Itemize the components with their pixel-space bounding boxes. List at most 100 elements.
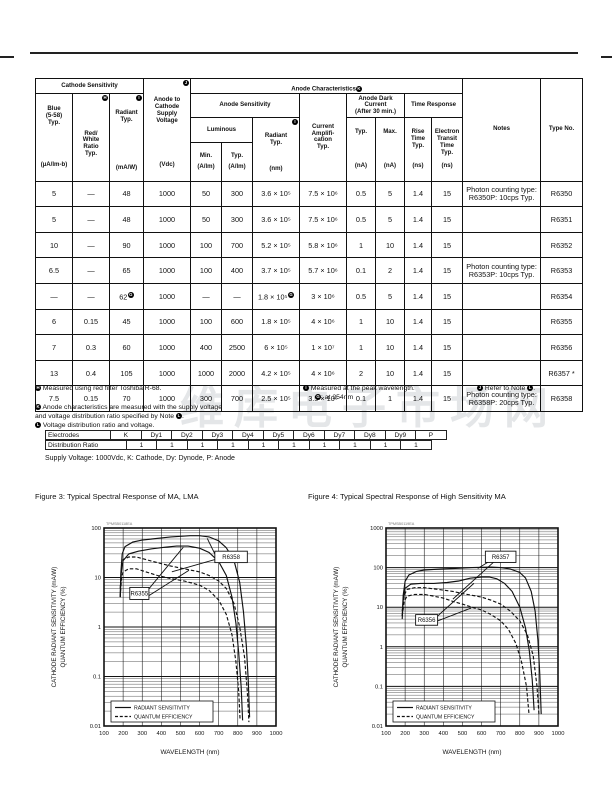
chart-code: TPMSB0119EA	[388, 522, 415, 526]
spec-cell: 1.4	[404, 308, 432, 336]
svg-text:10: 10	[377, 605, 383, 611]
header-anode-characteristics-label: Anode Characteristics	[291, 85, 356, 93]
spec-cell: 1	[346, 231, 376, 259]
spec-row: 5—48 1000 50 300 3.6 × 10⁵ 7.5 × 10⁶ 0.5 5 1.4 15…	[35, 180, 584, 208]
header-red-white: H Red/ White Ratio Typ.	[72, 93, 110, 182]
spec-cell: 1	[346, 334, 376, 361]
spec-cell: 15	[430, 206, 464, 233]
curve-label-box	[129, 586, 150, 600]
spec-cell: 4 × 10⁶	[299, 359, 347, 387]
spec-cell: 1.4	[404, 385, 432, 413]
note-marker: K	[35, 404, 41, 411]
y-axis-label: QUANTUM EFFICIENCY (%)	[342, 586, 349, 667]
note-marker-j: J	[183, 79, 189, 86]
spec-cell: 4 × 10⁶	[299, 308, 347, 336]
svg-text:100: 100	[381, 731, 391, 737]
spec-cell: 100	[190, 257, 222, 285]
legend-radiant-sensitivity: RADIANT SENSITIVITY	[134, 706, 190, 712]
svg-text:700: 700	[496, 731, 506, 737]
svg-text:1: 1	[380, 645, 383, 651]
spec-cell: 15	[430, 308, 464, 336]
svg-text:1000: 1000	[270, 731, 283, 737]
spec-cell: 2	[375, 257, 405, 285]
spec-row: — —62 G 1000— —1.8 × 10⁵ G 3 × 10⁶ 0.5 5 1.4 15 R63…	[35, 283, 584, 310]
header-cathode-sensitivity: Cathode Sensitivity	[35, 77, 144, 95]
header-radiant-anode: I Radiant Typ. (nm)	[252, 117, 300, 182]
note-marker: L	[175, 413, 182, 420]
note-marker: L	[527, 385, 534, 392]
header-transit-label: Electron Transit Time Typ.	[434, 128, 460, 156]
spec-cell: 100	[190, 308, 222, 336]
series-r6358-quantum-efficiency	[119, 556, 250, 723]
svg-text:500: 500	[458, 731, 468, 737]
curve-label: R6357	[492, 555, 510, 561]
electrode-cell: K	[110, 430, 142, 440]
spec-cell: 1.4	[404, 231, 432, 259]
spec-type-cell: R6350	[540, 180, 584, 208]
spec-cell: 10	[375, 231, 405, 259]
y-axis-label: CATHODE RADIANT SENSITIVITY (mA/W)	[333, 567, 340, 688]
electrode-cell: Dy2	[171, 430, 203, 440]
spec-cell: 48	[109, 206, 144, 233]
spec-cell: 5	[375, 206, 405, 233]
ratio-row: Distribution Ratio 1 1 1 1 1 1 1 1 1 1	[45, 440, 447, 450]
header-anode-sensitivity: Anode Sensitivity	[190, 93, 300, 119]
note-h: H Measured using red filter Toshiba R-68…	[35, 385, 162, 392]
ratio-cell: 1	[125, 440, 158, 450]
svg-text:1000: 1000	[552, 731, 565, 737]
electrode-cell: Dy1	[140, 430, 172, 440]
header-radiant-cathode-label: Radiant Typ.	[115, 108, 138, 123]
spec-cell: 10	[375, 308, 405, 336]
header-luminous: Luminous	[190, 117, 253, 143]
legend-radiant-sensitivity: RADIANT SENSITIVITY	[416, 706, 472, 712]
spec-type-cell: R6352	[540, 231, 584, 259]
spec-cell: 0.15	[72, 308, 110, 336]
spec-row: 6.5—65 1000 100 400 3.7 × 10⁵ 5.7 × 10⁶ 0.1 2 1.…	[35, 257, 584, 285]
electrode-cell: Dy9	[384, 430, 416, 440]
electrode-row: Electrodes K Dy1 Dy2 Dy3 Dy4 Dy5 Dy6 Dy7 Dy8 Dy9 P	[45, 430, 447, 440]
spec-cell: 5	[35, 180, 73, 208]
ratio-cell: 1	[217, 440, 249, 450]
note-marker: G	[127, 291, 134, 298]
figure3-title: Figure 3: Typical Spectral Response of M…	[35, 492, 199, 501]
curve-label-box	[484, 550, 517, 563]
header-lum-typ: Typ. (A/lm)	[221, 141, 253, 182]
svg-text:100: 100	[373, 566, 383, 572]
header-lum-typ-unit: (A/lm)	[228, 162, 246, 170]
spec-cell: 7	[35, 334, 73, 361]
spec-cell: —	[72, 180, 110, 208]
electrode-label: Electrodes	[45, 430, 111, 440]
spec-cell: 0.1	[346, 257, 376, 285]
svg-text:200: 200	[400, 731, 410, 737]
spec-cell: 1.4	[404, 283, 432, 310]
spec-cell: 0.5	[346, 283, 376, 310]
spec-cell: 1000	[190, 359, 222, 387]
spec-cell: 7.5	[35, 385, 73, 413]
spec-type-cell: R6354	[540, 283, 584, 310]
y-axis-label: CATHODE RADIANT SENSITIVITY (mA/W)	[51, 567, 58, 688]
legend-box	[110, 700, 214, 723]
spec-cell: 1000	[143, 180, 191, 208]
spec-cell: 1000	[143, 283, 191, 310]
spec-cell: 1000	[143, 231, 191, 259]
spec-cell: 0.5	[346, 206, 376, 233]
svg-text:100: 100	[91, 526, 101, 532]
svg-text:500: 500	[176, 731, 186, 737]
spec-cell: 1	[346, 308, 376, 336]
spec-row: 5—48 1000 50 300 3.6 × 10⁵ 7.5 × 10⁶ 0.5 5 1.4 15…	[35, 206, 584, 233]
spec-note-cell	[462, 231, 542, 259]
spec-row: 6 0.15 45 1000 100 600 1.8 × 10⁵ 4 × 10⁶ 1 10 1.4 1…	[35, 308, 584, 336]
spec-cell: 10	[375, 359, 405, 387]
top-rule	[30, 52, 578, 54]
spec-cell: —	[72, 206, 110, 233]
spec-cell: 1000	[143, 257, 191, 285]
spec-cell: 1.4	[404, 359, 432, 387]
header-dark-max-label: Max.	[383, 128, 397, 136]
note-marker: J	[477, 385, 483, 392]
spec-type-cell: R6358	[540, 385, 584, 413]
header-rise-time: Rise Time Typ. (ns)	[404, 117, 432, 182]
series-r6357-radiant-sensitivity	[401, 566, 542, 715]
spec-cell: 5.8 × 10⁶	[299, 231, 347, 259]
header-lum-typ-label: Typ.	[230, 151, 244, 159]
